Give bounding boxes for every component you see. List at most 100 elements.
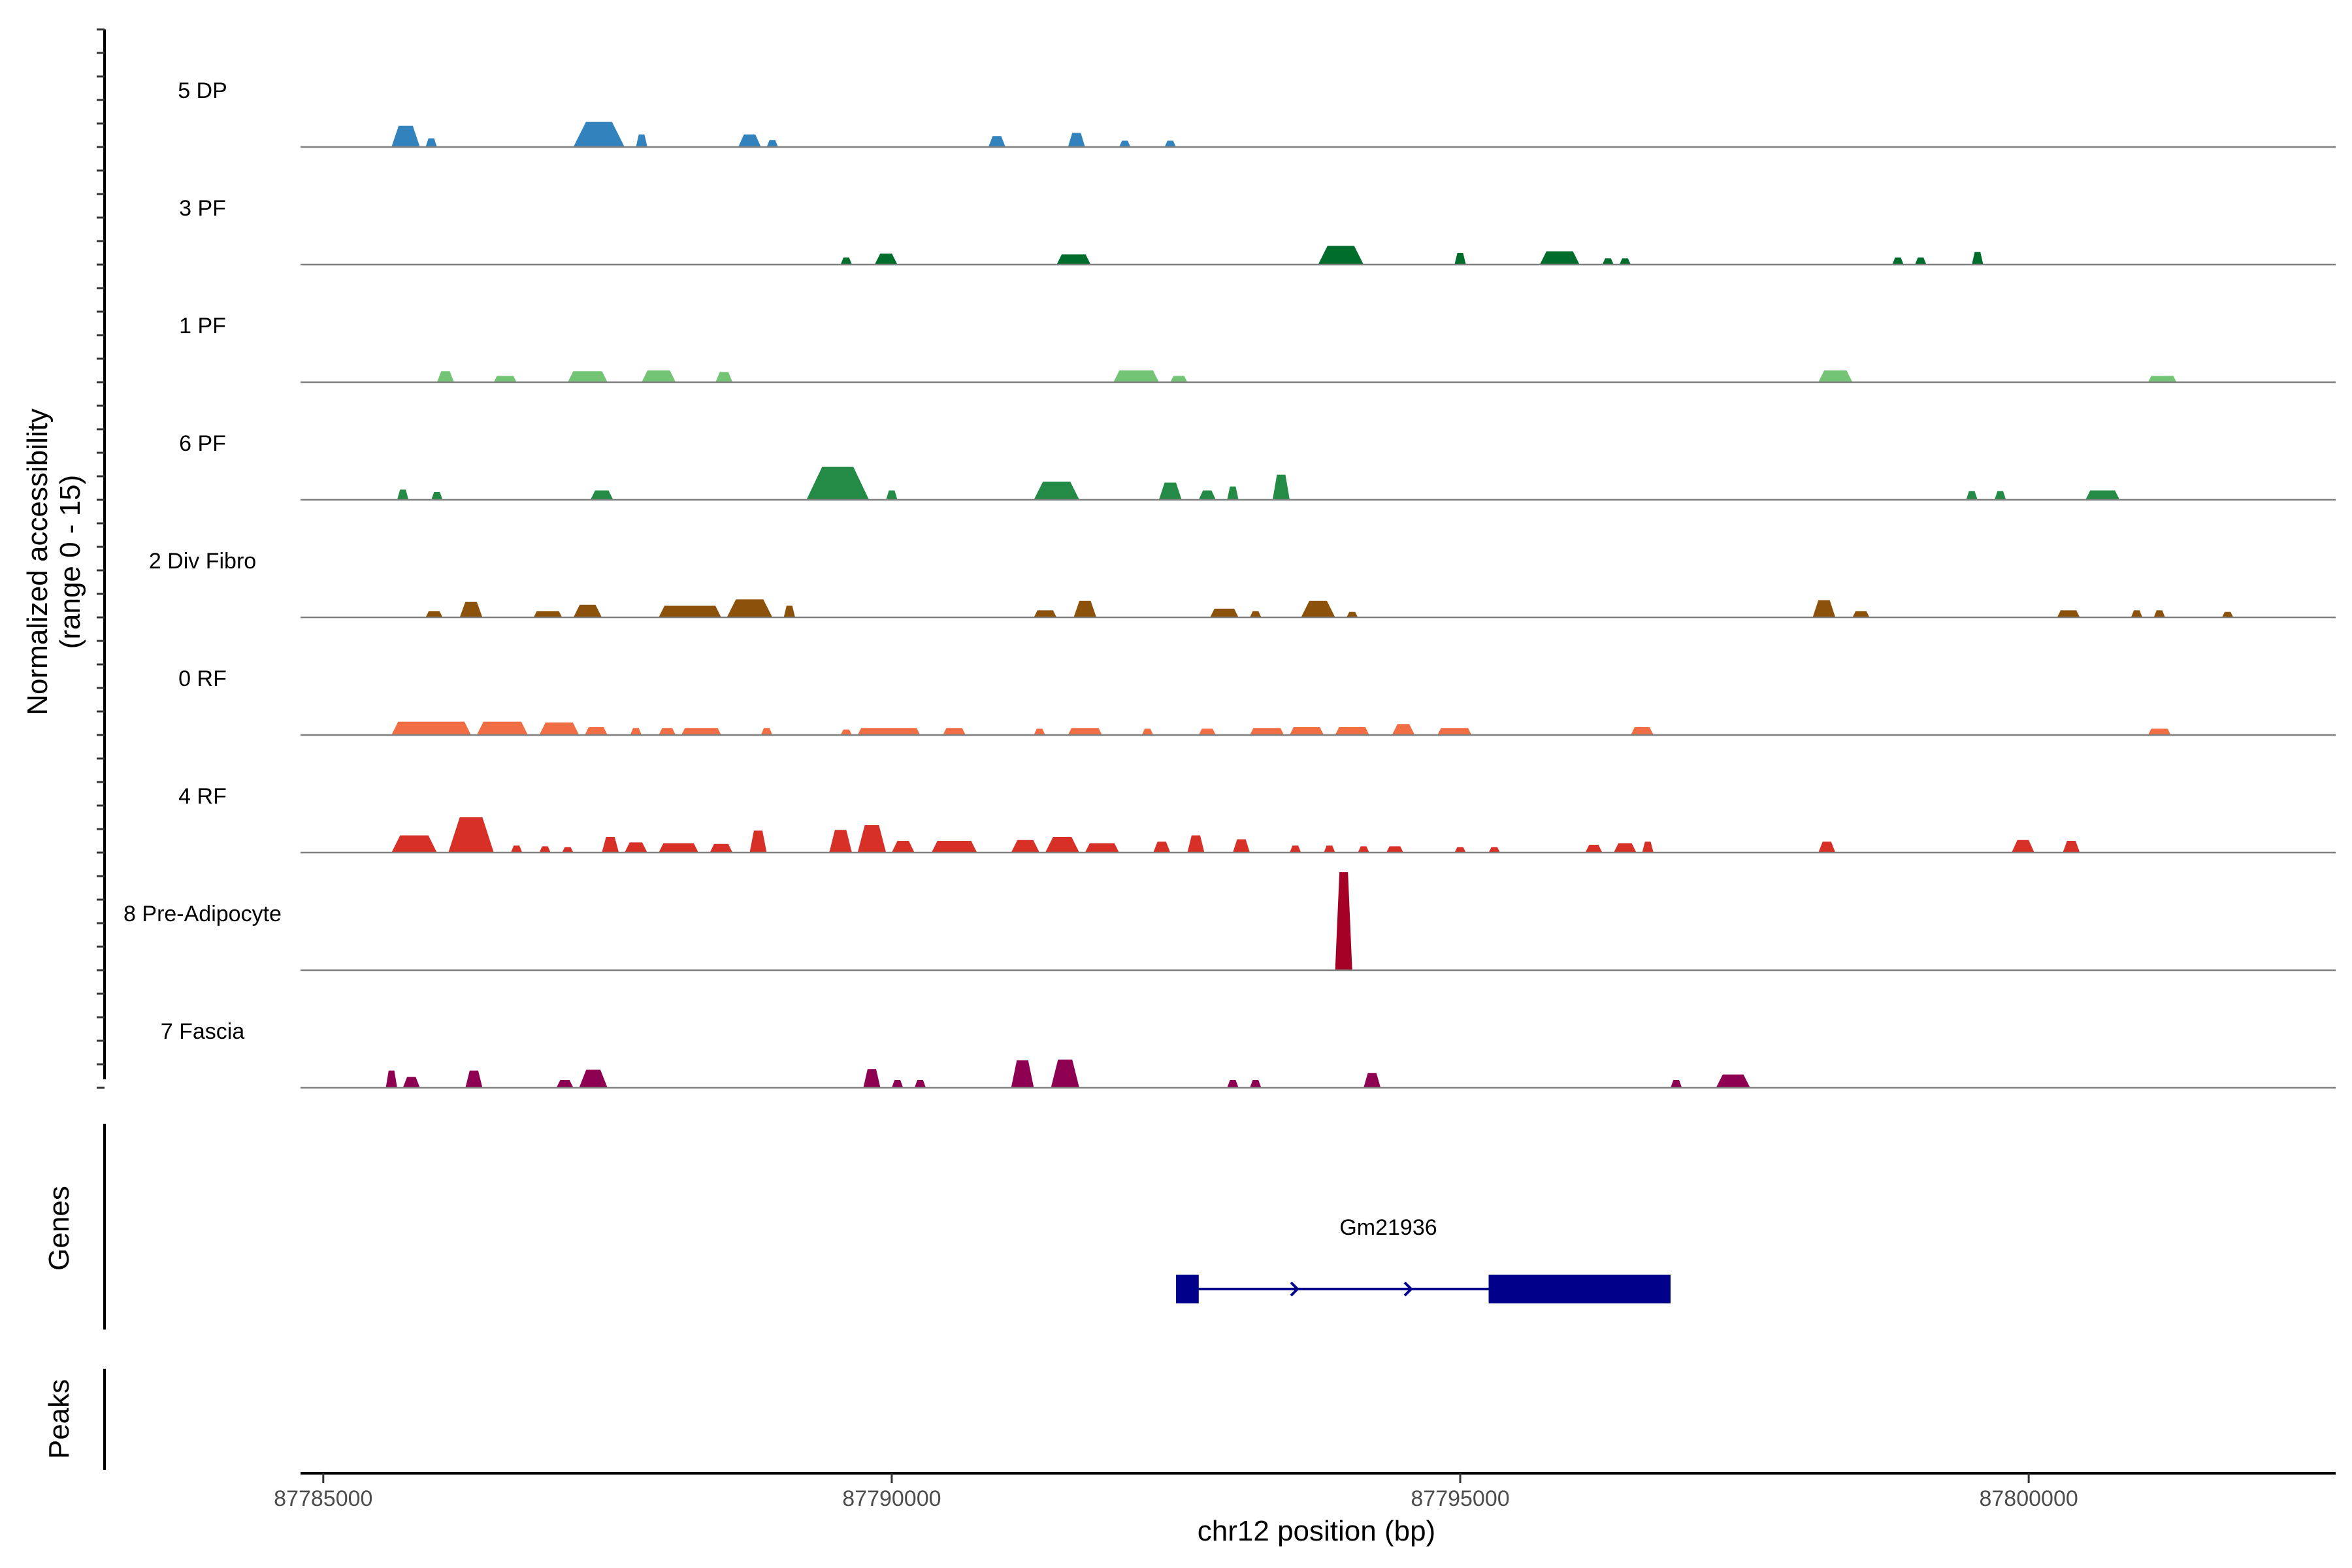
coverage-peak (1250, 728, 1284, 735)
coverage-peak (1056, 254, 1091, 265)
genes-panel-label: Genes (43, 1186, 75, 1271)
coverage-peak (931, 841, 977, 853)
coverage-peak (1301, 600, 1335, 617)
x-axis-ticks: 87785000 87790000 87795000 87800000 (274, 1473, 2078, 1511)
coverage-peak (863, 1069, 881, 1088)
coverage-peak (727, 599, 773, 617)
coverage-peak (425, 138, 437, 147)
coverage-peak (476, 721, 529, 735)
coverage-peak (1602, 258, 1614, 265)
coverage-peak (1051, 1059, 1080, 1088)
track-label: 3 PF (179, 196, 226, 221)
coverage-peak (579, 1070, 608, 1088)
coverage-peak (1585, 845, 1603, 853)
coverage-peak (1818, 370, 1853, 382)
coverage-peak (840, 729, 853, 735)
gene-exon (1488, 1275, 1671, 1303)
coverage-peak (1318, 246, 1364, 265)
coverage-peak (1119, 140, 1131, 147)
x-axis-title: chr12 position (bp) (1198, 1515, 1435, 1547)
coverage-peak (448, 817, 494, 853)
coverage-peak (1716, 1074, 1750, 1088)
coverage-peak (590, 490, 613, 500)
coverage-peak (1153, 841, 1171, 853)
coverage-peak (436, 371, 454, 382)
coverage-peak (886, 490, 898, 500)
coverage-peak (1392, 724, 1415, 735)
coverage-peak (1994, 491, 2006, 500)
coverage-peak (1966, 491, 1978, 500)
coverage-peak (1818, 841, 1836, 853)
coverage-peak (510, 845, 523, 853)
coverage-peak (539, 846, 551, 853)
coverage-peak (1210, 608, 1239, 617)
coverage-peak (1034, 610, 1057, 617)
coverage-peak (1232, 839, 1250, 853)
coverage-peak (1068, 728, 1102, 735)
track-1-pf: 1 PF (179, 314, 2336, 384)
coverage-peak (1170, 376, 1188, 382)
track-label: 2 Div Fibro (149, 549, 256, 574)
coverage-peak (738, 134, 761, 147)
coverage-peak (573, 604, 602, 617)
track-6-pf: 6 PF (179, 431, 2336, 501)
coverage-peak (602, 837, 619, 853)
coverage-peak (2221, 612, 2234, 617)
coverage-peak (1011, 840, 1040, 853)
track-5-dp: 5 DP (178, 78, 2336, 148)
coverage-peak (2148, 728, 2171, 735)
coverage-peak (567, 371, 608, 382)
coverage-peak (1073, 600, 1097, 617)
coverage-peak (1454, 253, 1466, 265)
coverage-peak (1642, 841, 1654, 853)
track-3-pf: 3 PF (179, 196, 2336, 266)
coverage-peak (1198, 490, 1216, 500)
x-tick-label: 87800000 (1979, 1486, 2078, 1511)
coverage-peak (891, 1080, 904, 1088)
coverage-peak (1488, 847, 1500, 853)
coverage-peak (1045, 837, 1080, 853)
coverage-peak (556, 1080, 574, 1088)
coverage-peak (1335, 872, 1352, 970)
coverage-peak (459, 602, 483, 617)
coverage-peak (391, 835, 437, 853)
track-label: 0 RF (178, 666, 227, 691)
coverage-peak (402, 1077, 420, 1088)
coverage-peak (562, 847, 574, 853)
track-label: 1 PF (179, 314, 226, 338)
coverage-peak (874, 253, 898, 265)
coverage-peak (857, 825, 887, 853)
coverage-peak (1613, 843, 1637, 853)
x-tick-label: 87785000 (274, 1486, 372, 1511)
coverage-peak (1437, 728, 1472, 735)
coverage-peak (1812, 600, 1836, 617)
coverage-peak (783, 606, 795, 617)
track-label: 7 Fascia (161, 1019, 245, 1044)
y-axis-title-line1: Normalized accessibility (22, 408, 54, 715)
coverage-peak (806, 466, 870, 500)
coverage-peak (1289, 845, 1301, 853)
coverage-peak (1227, 1080, 1239, 1088)
gene-model: Gm21936 (1175, 1215, 1671, 1303)
coverage-peak (1324, 845, 1335, 853)
coverage-peak (431, 492, 443, 500)
coverage-peak (385, 1070, 397, 1088)
coverage-peak (539, 722, 580, 735)
strand-arrow (1403, 1281, 1413, 1297)
track-8-pre-adipocyte: 8 Pre-Adipocyte (123, 872, 2336, 972)
coverage-tracks: 5 DP 3 PF 1 PF 6 PF 2 Div Fibro 0 RF 4 RF 8 Pre… (123, 78, 2336, 1089)
coverage-peak (659, 843, 699, 853)
coverage-peak (397, 489, 409, 500)
x-tick-label: 87790000 (842, 1486, 941, 1511)
coverage-peak (749, 830, 767, 853)
coverage-peak (391, 125, 420, 147)
coverage-peak (943, 728, 966, 735)
coverage-peak (1972, 252, 1984, 265)
coverage-peak (1068, 133, 1085, 147)
track-4-rf: 4 RF (178, 784, 2336, 854)
coverage-peak (1892, 257, 1904, 265)
coverage-peak (1158, 482, 1182, 500)
coverage-peak (1272, 474, 1290, 500)
coverage-peak (760, 728, 773, 735)
